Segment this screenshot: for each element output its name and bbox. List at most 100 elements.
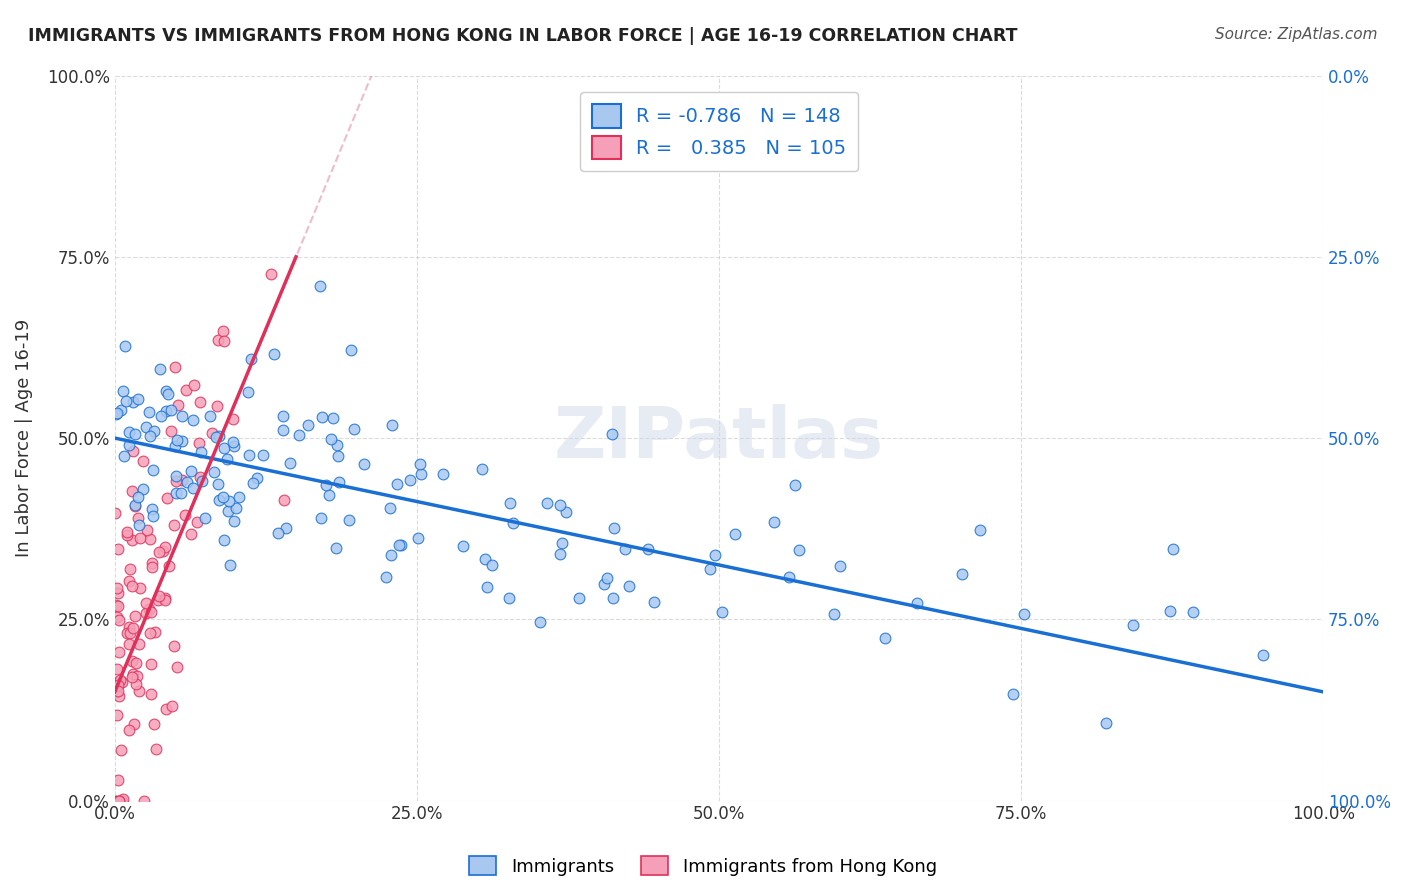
Immigrants xyxy=(110,402,132,417)
Immigrants from Hong Kong xyxy=(129,532,152,546)
Immigrants xyxy=(274,521,297,535)
Immigrants xyxy=(139,429,162,443)
Immigrants from Hong Kong xyxy=(212,334,235,348)
Immigrants xyxy=(165,439,187,453)
Immigrants from Hong Kong xyxy=(111,675,134,690)
Immigrants from Hong Kong xyxy=(104,676,127,690)
Immigrants xyxy=(267,526,290,541)
Immigrants from Hong Kong xyxy=(122,717,145,731)
Text: IMMIGRANTS VS IMMIGRANTS FROM HONG KONG IN LABOR FORCE | AGE 16-19 CORRELATION C: IMMIGRANTS VS IMMIGRANTS FROM HONG KONG … xyxy=(28,27,1018,45)
Immigrants xyxy=(169,486,191,500)
Immigrants xyxy=(969,523,991,537)
Immigrants xyxy=(1095,716,1118,731)
Immigrants xyxy=(118,438,141,452)
Immigrants xyxy=(1002,687,1025,701)
Immigrants from Hong Kong xyxy=(163,517,186,532)
Immigrants xyxy=(222,514,245,528)
Immigrants from Hong Kong xyxy=(165,360,187,375)
Immigrants from Hong Kong xyxy=(273,493,295,508)
Immigrants from Hong Kong xyxy=(118,637,141,651)
Immigrants from Hong Kong xyxy=(107,586,129,600)
Immigrants from Hong Kong xyxy=(160,424,183,438)
Immigrants xyxy=(165,469,187,483)
Immigrants xyxy=(381,418,404,433)
Immigrants from Hong Kong xyxy=(121,621,143,635)
Immigrants from Hong Kong xyxy=(128,683,150,698)
Immigrants xyxy=(374,569,396,583)
Immigrants xyxy=(340,343,363,357)
Immigrants xyxy=(156,387,179,401)
Immigrants from Hong Kong xyxy=(118,723,141,738)
Immigrants from Hong Kong xyxy=(115,527,138,541)
Immigrants from Hong Kong xyxy=(104,599,127,613)
Immigrants xyxy=(242,476,264,491)
Immigrants from Hong Kong xyxy=(180,526,202,541)
Immigrants xyxy=(278,456,301,470)
Immigrants xyxy=(499,496,522,510)
Immigrants xyxy=(166,485,188,500)
Immigrants from Hong Kong xyxy=(163,639,186,653)
Immigrants xyxy=(181,481,204,495)
Immigrants xyxy=(1181,605,1204,619)
Immigrants xyxy=(823,607,845,621)
Immigrants xyxy=(1159,604,1181,618)
Immigrants from Hong Kong xyxy=(107,599,129,614)
Immigrants xyxy=(315,478,337,492)
Immigrants xyxy=(325,541,347,556)
Immigrants xyxy=(723,526,745,541)
Immigrants xyxy=(222,439,245,453)
Immigrants from Hong Kong xyxy=(139,605,162,619)
Immigrants from Hong Kong xyxy=(122,667,145,681)
Immigrants xyxy=(111,384,134,399)
Legend: R = -0.786   N = 148, R =   0.385   N = 105: R = -0.786 N = 148, R = 0.385 N = 105 xyxy=(579,93,858,171)
Immigrants xyxy=(319,433,342,447)
Immigrants from Hong Kong xyxy=(135,596,157,610)
Immigrants xyxy=(115,394,138,409)
Immigrants xyxy=(128,518,150,533)
Immigrants from Hong Kong xyxy=(221,412,243,426)
Immigrants xyxy=(619,579,641,593)
Immigrants from Hong Kong xyxy=(153,591,176,606)
Immigrants from Hong Kong xyxy=(121,444,143,458)
Immigrants xyxy=(200,409,222,424)
Immigrants xyxy=(699,562,721,576)
Immigrants from Hong Kong xyxy=(186,515,208,529)
Immigrants xyxy=(205,430,228,444)
Immigrants xyxy=(208,429,231,443)
Immigrants xyxy=(550,547,572,561)
Immigrants from Hong Kong xyxy=(139,533,162,547)
Immigrants from Hong Kong xyxy=(160,698,183,713)
Immigrants from Hong Kong xyxy=(118,626,141,640)
Immigrants from Hong Kong xyxy=(174,508,197,523)
Immigrants xyxy=(309,278,332,293)
Immigrants xyxy=(160,403,183,417)
Immigrants xyxy=(191,474,214,488)
Immigrants xyxy=(470,461,492,475)
Immigrants xyxy=(121,394,143,409)
Immigrants xyxy=(124,427,146,442)
Immigrants from Hong Kong xyxy=(107,772,129,787)
Immigrants from Hong Kong xyxy=(135,606,157,620)
Immigrants xyxy=(245,470,267,484)
Immigrants xyxy=(143,425,166,439)
Immigrants xyxy=(218,494,240,508)
Immigrants xyxy=(138,405,160,419)
Immigrants xyxy=(1251,648,1274,662)
Immigrants xyxy=(1161,542,1184,557)
Immigrants xyxy=(785,477,807,491)
Immigrants from Hong Kong xyxy=(107,678,129,692)
Immigrants xyxy=(228,491,250,505)
Immigrants from Hong Kong xyxy=(115,626,138,640)
Immigrants from Hong Kong xyxy=(141,556,163,570)
Immigrants from Hong Kong xyxy=(117,525,139,540)
Immigrants from Hong Kong xyxy=(104,794,127,808)
Immigrants xyxy=(353,457,375,471)
Immigrants xyxy=(142,509,165,524)
Immigrants from Hong Kong xyxy=(205,399,228,413)
Immigrants from Hong Kong xyxy=(111,792,134,806)
Immigrants xyxy=(271,409,294,423)
Immigrants from Hong Kong xyxy=(125,669,148,683)
Immigrants xyxy=(828,559,851,574)
Immigrants from Hong Kong xyxy=(143,625,166,640)
Immigrants xyxy=(502,516,524,531)
